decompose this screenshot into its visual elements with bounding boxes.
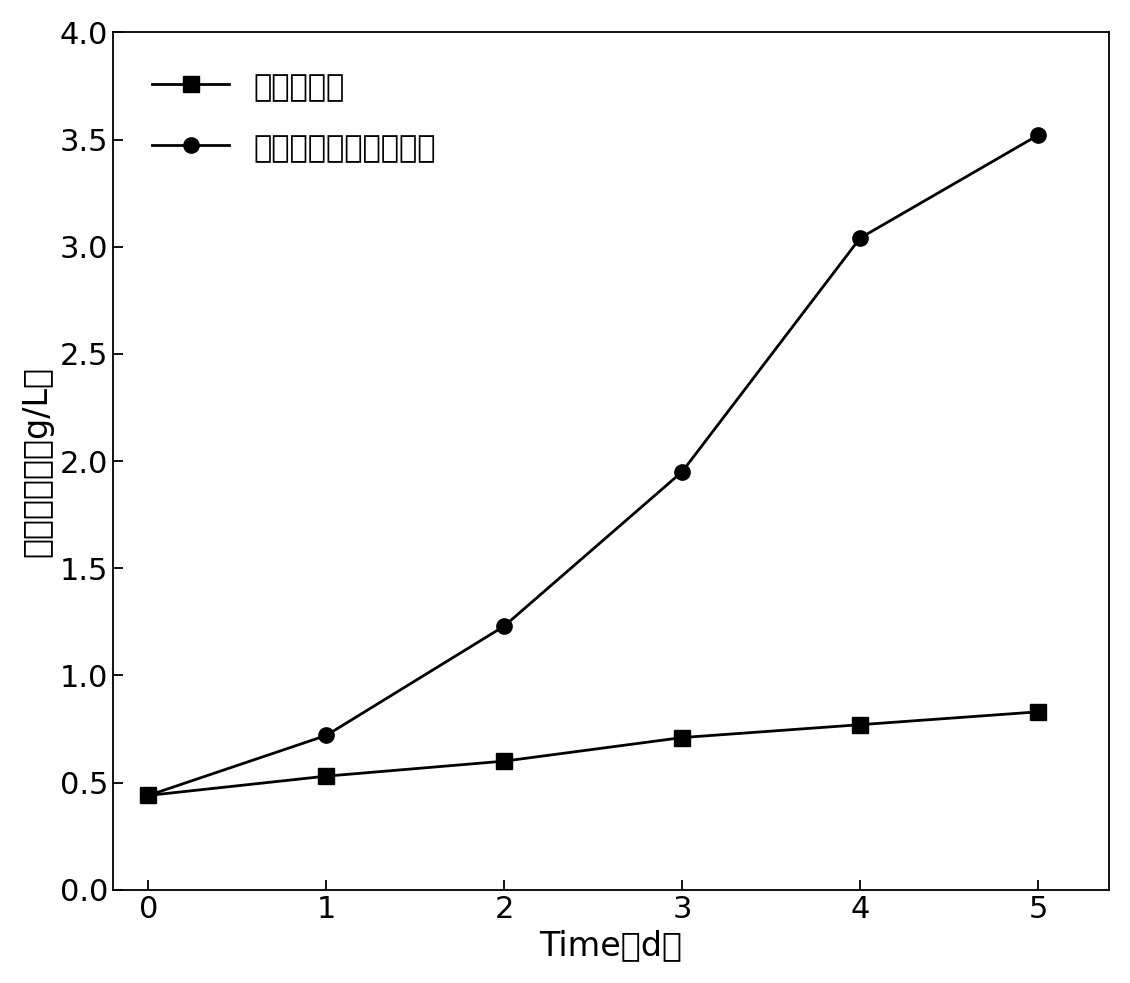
Y-axis label: 藻细胞干重（g/L）: 藻细胞干重（g/L）	[20, 366, 54, 556]
X-axis label: Time（d）: Time（d）	[539, 929, 683, 962]
发酵罐培养	[497, 755, 511, 767]
发酵罐与管道串联培养	[676, 466, 689, 478]
发酵罐培养	[853, 719, 867, 730]
发酵罐与管道串联培养	[1032, 130, 1045, 142]
发酵罐与管道串联培养	[141, 789, 155, 801]
发酵罐与管道串联培养	[853, 232, 867, 244]
Line: 发酵罐与管道串联培养: 发酵罐与管道串联培养	[141, 128, 1045, 803]
发酵罐培养	[320, 771, 333, 782]
Legend: 发酵罐培养, 发酵罐与管道串联培养: 发酵罐培养, 发酵罐与管道串联培养	[128, 47, 460, 188]
发酵罐培养	[1032, 706, 1045, 718]
发酵罐与管道串联培养	[497, 620, 511, 632]
发酵罐培养	[141, 789, 155, 801]
发酵罐培养	[676, 731, 689, 743]
发酵罐与管道串联培养	[320, 729, 333, 741]
Line: 发酵罐培养: 发酵罐培养	[141, 704, 1045, 803]
